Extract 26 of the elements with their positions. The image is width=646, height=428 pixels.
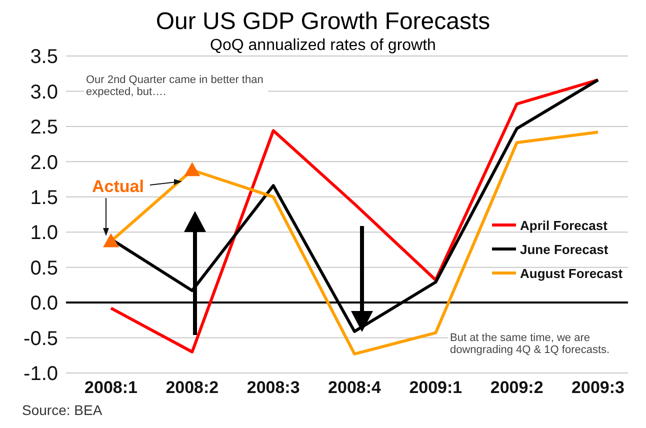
y-tick-label: -0.5 bbox=[24, 328, 58, 350]
y-tick-label: 1.0 bbox=[30, 222, 58, 244]
legend-label: June Forecast bbox=[520, 242, 608, 256]
x-tick-label: 2008:2 bbox=[166, 378, 219, 398]
annotation: But at the same time, we are downgrading 4Q & 1Q forecasts. bbox=[448, 332, 632, 356]
legend-label: August Forecast bbox=[520, 266, 623, 280]
y-tick-label: 2.5 bbox=[30, 116, 58, 139]
y-tick-label: 3.5 bbox=[30, 46, 58, 68]
y-tick-label: 1.5 bbox=[30, 186, 58, 209]
y-tick-label: 2.0 bbox=[30, 152, 58, 174]
y-tick-label: 3.0 bbox=[30, 81, 58, 104]
y-tick-label: 0.0 bbox=[30, 292, 58, 315]
source-note: Source: BEA bbox=[22, 402, 102, 418]
y-tick-label: -1.0 bbox=[24, 363, 58, 386]
x-tick-label: 2009:2 bbox=[490, 378, 544, 398]
chart-title: Our US GDP Growth Forecasts bbox=[154, 8, 492, 36]
x-tick-label: 2008:1 bbox=[84, 378, 138, 398]
text: Actual bbox=[92, 177, 144, 196]
x-tick-label: 2009:1 bbox=[409, 378, 462, 398]
y-tick-label: 0.5 bbox=[30, 257, 58, 280]
x-tick-label: 2008:4 bbox=[328, 378, 382, 398]
x-tick-label: 2008:3 bbox=[246, 378, 300, 398]
x-tick-label: 2009:3 bbox=[572, 378, 624, 398]
annotation: Our 2nd Quarter came in better than expected, but…. bbox=[84, 74, 268, 98]
chart-subtitle: QoQ annualized rates of growth bbox=[210, 37, 436, 54]
legend-label: April Forecast bbox=[520, 218, 608, 232]
